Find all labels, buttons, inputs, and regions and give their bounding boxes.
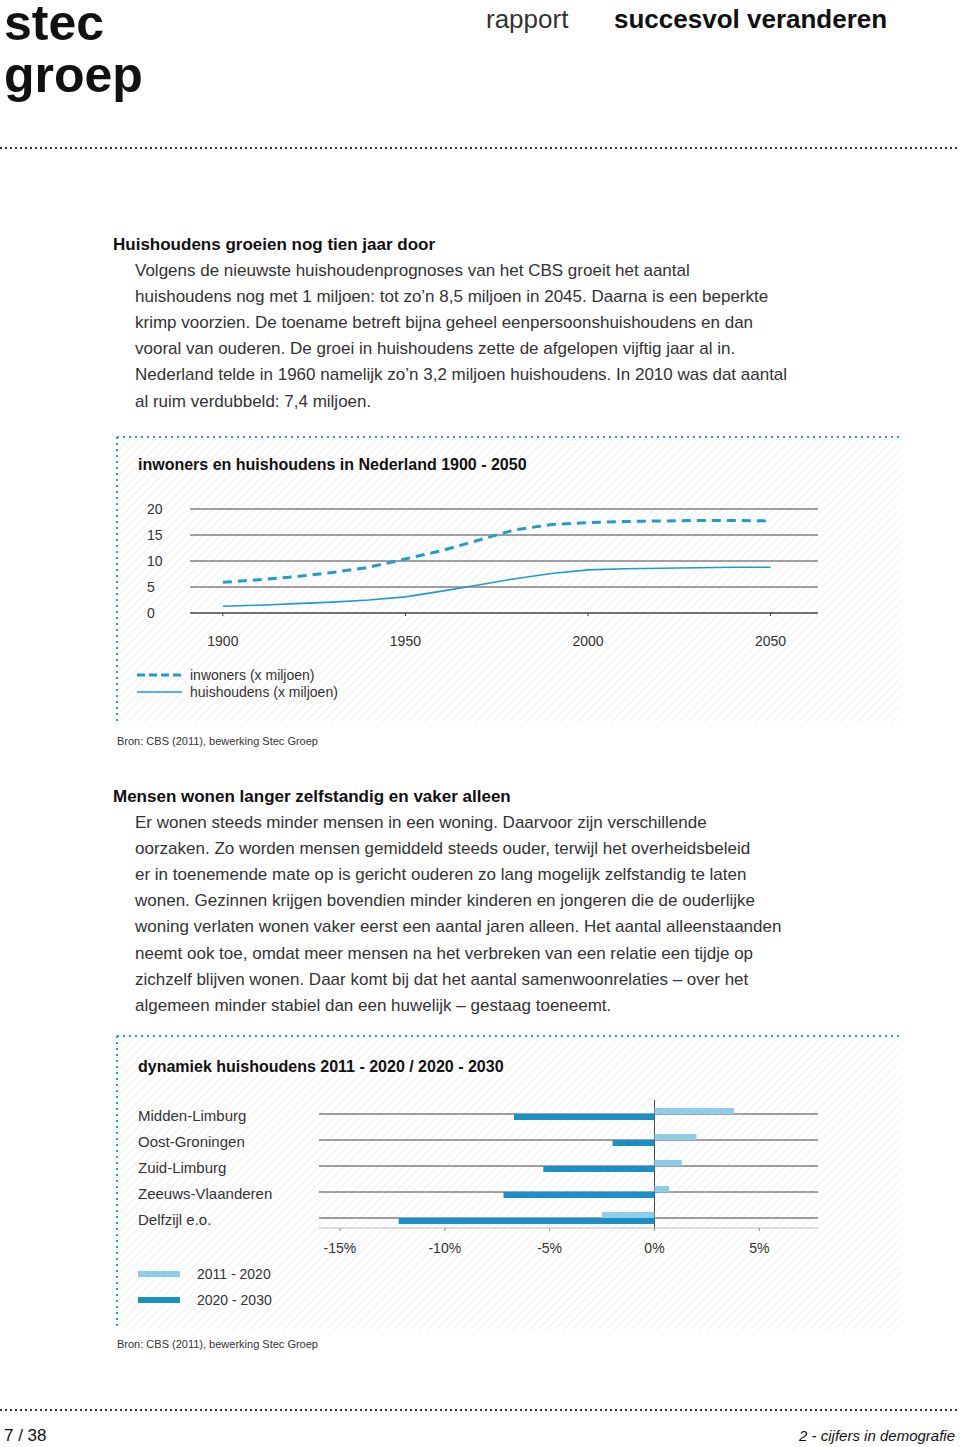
x-tick: [405, 613, 406, 616]
page-number: 7 / 38: [4, 1426, 47, 1445]
series-line: [223, 520, 771, 582]
grid-line: [190, 587, 818, 588]
category-label: Delfzijl e.o.: [138, 1211, 211, 1228]
x-tick: [654, 1228, 655, 1231]
brand: stec: [4, 0, 104, 51]
paragraph-line: Volgens de nieuwste huishoudenprognoses …: [135, 261, 690, 280]
paragraph-line: Er wonen steeds minder mensen in een won…: [135, 813, 707, 832]
x-axis-line: [319, 1228, 818, 1229]
footer-rule: [0, 1409, 960, 1411]
panel-border: [116, 1036, 118, 1330]
x-tick: [444, 1228, 445, 1231]
header-rule: [0, 147, 960, 149]
panel-border: [116, 437, 118, 722]
y-tick-label: 5: [147, 579, 155, 595]
paragraph-line: al ruim verdubbeld: 7,4 miljoen.: [135, 392, 371, 411]
y-tick-label: 0: [147, 605, 155, 621]
category-label: Zuid-Limburg: [138, 1159, 226, 1176]
legend-label: 2020 - 2030: [197, 1292, 272, 1308]
paragraph-line: wonen. Gezinnen krijgen bovendien minder…: [134, 891, 755, 910]
report-label: rapport: [486, 4, 569, 34]
legend-swatch: [137, 674, 182, 677]
grid-line: [190, 561, 818, 562]
grid-line: [319, 1140, 818, 1141]
plot-area: [223, 520, 771, 606]
bar: [654, 1108, 734, 1114]
chart-title: inwoners en huishoudens in Nederland 190…: [138, 456, 527, 473]
category-label: Zeeuws-Vlaanderen: [138, 1185, 272, 1202]
legend-label: inwoners (x miljoen): [190, 667, 314, 683]
page: stecgroep rapport succesvol veranderen Huis…: [0, 0, 960, 1447]
paragraph-line: krimp voorzien. De toename betreft bijna…: [135, 313, 753, 332]
bar: [602, 1212, 654, 1218]
x-tick: [587, 613, 588, 616]
bar: [654, 1186, 669, 1192]
x-tick-label: 5%: [749, 1240, 769, 1256]
source: Bron: CBS (2011), bewerking Stec Groep: [117, 735, 318, 747]
x-tick: [549, 1228, 550, 1231]
source: Bron: CBS (2011), bewerking Stec Groep: [117, 1338, 318, 1350]
x-tick: [339, 1228, 340, 1231]
bar: [654, 1134, 696, 1140]
chart-title: dynamiek huishoudens 2011 - 2020 / 2020 …: [138, 1058, 504, 1075]
plot-area: [399, 1108, 734, 1224]
grid-line: [190, 613, 818, 614]
chapter-label: 2 - cijfers in demografie: [798, 1427, 955, 1444]
paragraph-line: huishoudens nog met 1 miljoen: tot zo’n …: [135, 287, 768, 306]
bar: [399, 1218, 655, 1224]
x-tick-label: 1950: [390, 633, 421, 649]
section-heading: Mensen wonen langer zelfstandig en vaker…: [113, 787, 511, 806]
bar: [613, 1140, 655, 1146]
x-tick: [770, 613, 771, 616]
x-tick-label: -15%: [324, 1240, 357, 1256]
bar: [504, 1192, 655, 1198]
bar: [514, 1114, 654, 1120]
paragraph-line: Nederland telde in 1960 namelijk zo’n 3,…: [135, 365, 787, 384]
paragraph-line: woning verlaten wonen vaker eerst een aa…: [134, 917, 781, 936]
legend-swatch: [137, 691, 182, 693]
paragraph-line: oorzaken. Zo worden mensen gemiddeld ste…: [135, 839, 750, 858]
x-tick-label: 0%: [644, 1240, 664, 1256]
paragraph-line: algemeen minder stabiel dan een huwelijk…: [135, 996, 611, 1015]
x-tick: [222, 613, 223, 616]
chart-panel: [117, 437, 902, 722]
paragraph-line: zichzelf blijven wonen. Daar komt bij da…: [135, 970, 749, 989]
panel-border: [117, 1035, 902, 1037]
legend-label: huishoudens (x miljoen): [190, 684, 338, 700]
paragraph-line: vooral van ouderen. De groei in huishoud…: [135, 339, 735, 358]
x-tick-label: -10%: [428, 1240, 461, 1256]
category-label: Midden-Limburg: [138, 1107, 246, 1124]
x-tick: [759, 1228, 760, 1231]
brand: groep: [4, 47, 143, 103]
bar: [543, 1166, 654, 1172]
grid-line: [190, 535, 818, 536]
x-axis-line: [190, 613, 818, 614]
y-tick-label: 10: [147, 553, 163, 569]
category-label: Oost-Groningen: [138, 1133, 245, 1150]
x-tick-label: 2050: [755, 633, 786, 649]
y-tick-label: 20: [147, 501, 163, 517]
series-line: [223, 567, 771, 606]
chart-panel: [117, 1036, 902, 1330]
legend-label: 2011 - 2020: [197, 1266, 271, 1282]
legend-swatch: [138, 1297, 180, 1303]
x-tick-label: -5%: [537, 1240, 562, 1256]
y-tick-label: 15: [147, 527, 163, 543]
section-heading: Huishoudens groeien nog tien jaar door: [113, 235, 435, 254]
x-tick-label: 2000: [572, 633, 603, 649]
bar: [654, 1160, 681, 1166]
paragraph-line: er in toenemende mate op is gericht oude…: [135, 865, 746, 884]
report-title: succesvol veranderen: [614, 4, 887, 34]
x-tick-label: 1900: [207, 633, 238, 649]
legend-swatch: [138, 1271, 180, 1277]
panel-border: [117, 436, 902, 438]
paragraph-line: neemt ook toe, omdat meer mensen na het …: [135, 944, 753, 963]
grid-line: [190, 509, 818, 510]
